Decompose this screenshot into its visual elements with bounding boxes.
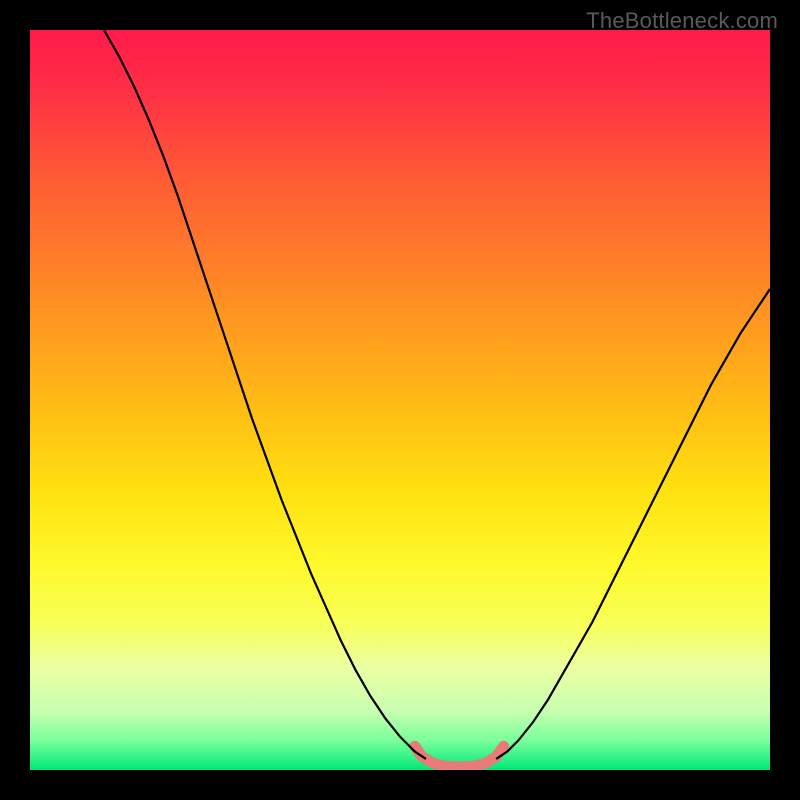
curve-right [496,289,770,759]
curves-layer [30,30,770,770]
watermark-text: TheBottleneck.com [586,8,778,34]
trough-highlight [415,746,504,767]
curve-left [104,30,426,759]
plot-area [30,30,770,770]
